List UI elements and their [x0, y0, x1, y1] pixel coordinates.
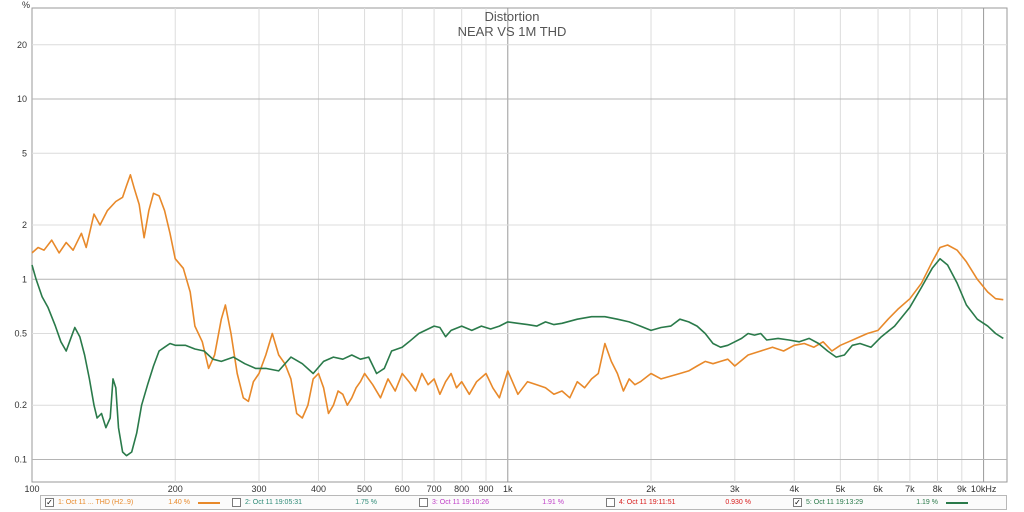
- series-layer: [31, 174, 1004, 457]
- x-tick-label: 9k: [957, 484, 967, 494]
- x-tick-label: 100: [24, 484, 39, 494]
- legend-checkbox-2[interactable]: [232, 498, 241, 507]
- legend-swatch: [198, 501, 220, 504]
- legend-checkbox-1[interactable]: ✓: [45, 498, 54, 507]
- chart-title: Distortion: [485, 9, 540, 24]
- legend-series-value: 1.40 %: [168, 499, 190, 506]
- legend-series-name: 4: Oct 11 19:11:51: [619, 499, 676, 506]
- y-tick-label: 0.1: [14, 454, 27, 464]
- y-tick-label: 0.5: [14, 329, 27, 339]
- legend-checkbox-5[interactable]: ✓: [793, 498, 802, 507]
- x-tick-label: 3k: [730, 484, 740, 494]
- x-tick-label: 6k: [873, 484, 883, 494]
- legend-item-4: 4: Oct 11 19:11:51 0.930 %: [602, 496, 789, 509]
- x-tick-label: 300: [251, 484, 266, 494]
- legend: ✓ 1: Oct 11 ... THD (H2..9) 1.40 % 2: Oct 1…: [40, 495, 1007, 510]
- y-tick-label: 10: [17, 94, 27, 104]
- x-tick-label: 600: [395, 484, 410, 494]
- legend-series-name: 2: Oct 11 19:05:31: [245, 499, 303, 506]
- x-tick-label: 5k: [836, 484, 846, 494]
- x-tick-label: 7k: [905, 484, 915, 494]
- series-line-1: [31, 174, 1004, 419]
- y-tick-label: 5: [22, 148, 27, 158]
- legend-series-value: 1.19 %: [916, 499, 938, 506]
- series-line-5: [31, 257, 1004, 457]
- grid: [31, 8, 1007, 482]
- legend-series-name: 3: Oct 11 19:10:26: [432, 499, 490, 506]
- legend-series-name: 1: Oct 11 ... THD (H2..9): [58, 499, 134, 506]
- legend-item-1: ✓ 1: Oct 11 ... THD (H2..9) 1.40 %: [41, 496, 228, 509]
- x-tick-label: 200: [168, 484, 183, 494]
- legend-series-value: 0.930 %: [725, 499, 751, 506]
- legend-series-name: 5: Oct 11 19:13:29: [806, 499, 864, 506]
- x-tick-label: 4k: [789, 484, 799, 494]
- chart-subtitle: NEAR VS 1M THD: [458, 24, 567, 39]
- x-tick-label: 10kHz: [971, 484, 997, 494]
- x-tick-label: 2k: [646, 484, 656, 494]
- y-axis-unit: %: [22, 0, 30, 10]
- x-tick-label: 800: [454, 484, 469, 494]
- y-tick-label: 0.2: [14, 400, 27, 410]
- plot-area: [31, 7, 1008, 483]
- y-tick-label: 2: [22, 220, 27, 230]
- legend-item-3: 3: Oct 11 19:10:26 1.91 %: [415, 496, 602, 509]
- legend-series-value: 1.91 %: [542, 499, 564, 506]
- legend-item-5: ✓ 5: Oct 11 19:13:29 1.19 %: [789, 496, 976, 509]
- x-tick-labels: 100 200 300 400 500 600 700 800 900 1k 2k 3k 4k 5k 6k 7…: [24, 484, 996, 494]
- x-tick-label: 400: [311, 484, 326, 494]
- legend-item-2: 2: Oct 11 19:05:31 1.75 %: [228, 496, 415, 509]
- x-tick-label: 500: [357, 484, 372, 494]
- y-tick-label: 1: [22, 274, 27, 284]
- y-tick-labels: 0.1 0.2 0.5 1 2 5 10 20: [14, 40, 27, 465]
- legend-swatch: [946, 501, 968, 504]
- legend-checkbox-4[interactable]: [606, 498, 615, 507]
- x-tick-label: 8k: [933, 484, 943, 494]
- x-tick-label: 700: [427, 484, 442, 494]
- x-tick-label: 900: [479, 484, 494, 494]
- x-tick-label: 1k: [503, 484, 513, 494]
- legend-checkbox-3[interactable]: [419, 498, 428, 507]
- distortion-chart: 100 200 300 400 500 600 700 800 900 1k 2k 3k 4k 5k 6k 7…: [14, 0, 1008, 494]
- y-tick-label: 20: [17, 40, 27, 50]
- legend-series-value: 1.75 %: [355, 499, 377, 506]
